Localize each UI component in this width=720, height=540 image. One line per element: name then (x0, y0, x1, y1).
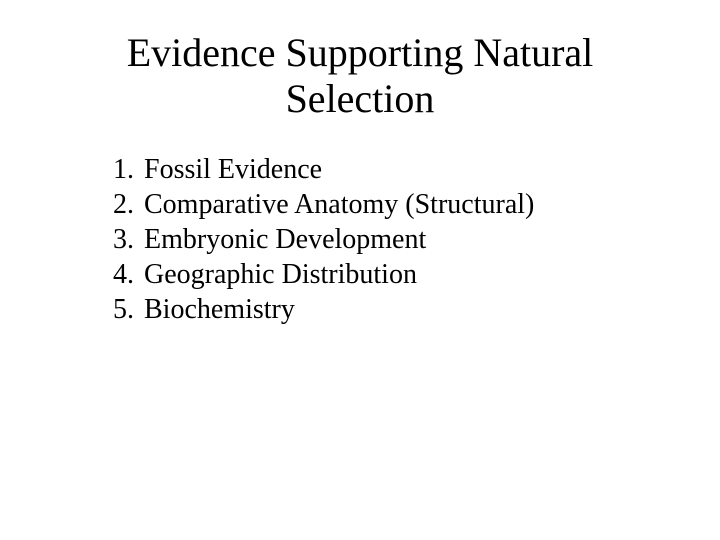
list-item: 2. Comparative Anatomy (Structural) (100, 187, 660, 222)
list-text: Embryonic Development (144, 222, 426, 257)
list-number: 2. (100, 187, 144, 222)
list-text: Comparative Anatomy (Structural) (144, 187, 534, 222)
list-item: 3. Embryonic Development (100, 222, 660, 257)
list-number: 1. (100, 152, 144, 187)
list-item: 1. Fossil Evidence (100, 152, 660, 187)
list-text: Fossil Evidence (144, 152, 322, 187)
list-number: 5. (100, 292, 144, 327)
list-item: 4. Geographic Distribution (100, 257, 660, 292)
list-number: 3. (100, 222, 144, 257)
list-text: Biochemistry (144, 292, 295, 327)
list-number: 4. (100, 257, 144, 292)
numbered-list: 1. Fossil Evidence 2. Comparative Anatom… (100, 152, 660, 327)
list-item: 5. Biochemistry (100, 292, 660, 327)
list-text: Geographic Distribution (144, 257, 417, 292)
slide-title: Evidence Supporting Natural Selection (60, 30, 660, 122)
slide: Evidence Supporting Natural Selection 1.… (0, 0, 720, 540)
